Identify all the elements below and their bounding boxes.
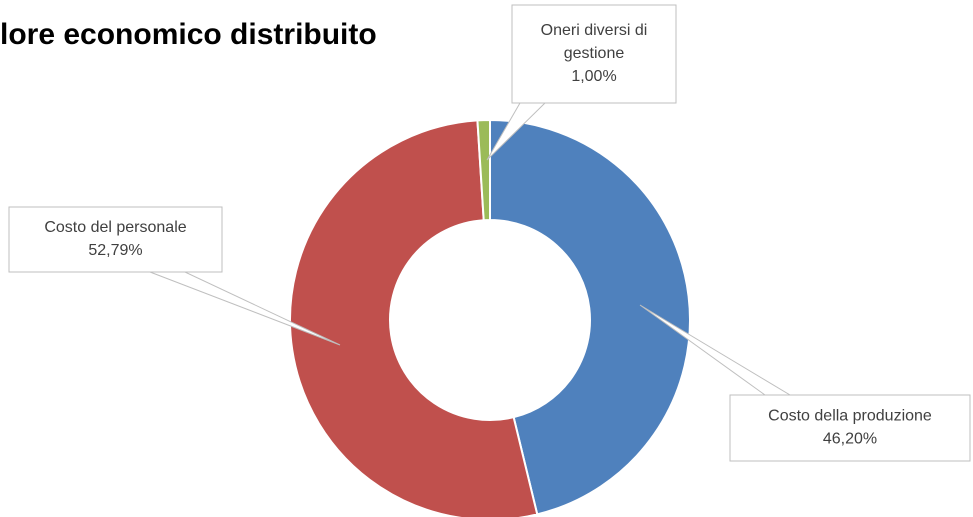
category-line: Costo della produzione <box>768 408 932 425</box>
category-line: gestione <box>564 45 625 62</box>
chart-title: lore economico distribuito <box>0 18 377 51</box>
donut-slice <box>489 118 691 516</box>
data-label: Costo della produzione 46,20% <box>639 304 971 462</box>
data-label: Costo del personale 52,79% <box>8 206 341 346</box>
donut-slice <box>289 119 539 517</box>
donut-slice <box>476 118 491 222</box>
category-line: Oneri diversi di <box>541 22 648 39</box>
data-label: Oneri diversi di gestione 1,00% <box>486 4 677 161</box>
category-line: Costo del personale <box>44 219 186 236</box>
label-box <box>8 206 223 273</box>
value-label: 46,20% <box>823 431 877 448</box>
label-box <box>511 4 677 104</box>
label-box <box>729 394 971 462</box>
category-label: Oneri diversi di gestione <box>541 22 648 62</box>
category-label: Costo del personale <box>44 219 186 236</box>
value-label: 52,79% <box>88 242 142 259</box>
value-label: 1,00% <box>571 68 616 85</box>
category-label: Costo della produzione <box>768 408 932 425</box>
